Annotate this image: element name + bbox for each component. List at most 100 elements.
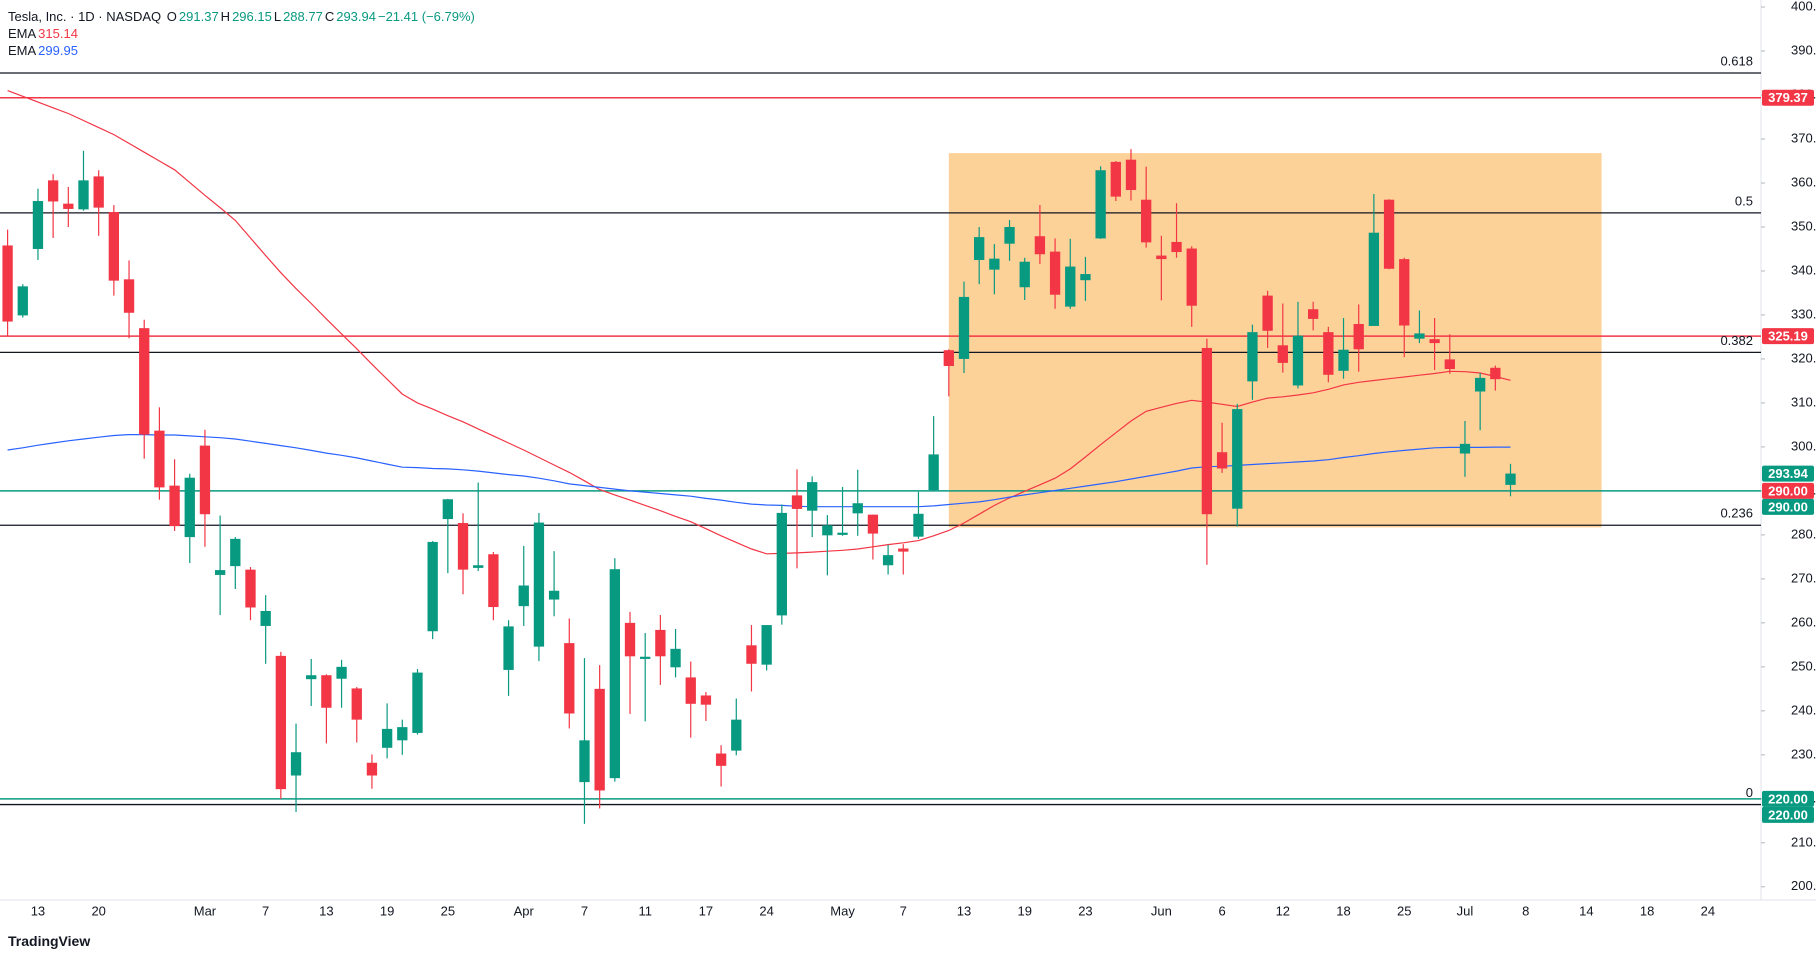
y-tick-label: 340.00 (1791, 262, 1816, 277)
y-tick-label: 310.00 (1791, 394, 1816, 409)
candle-body (2, 245, 13, 322)
y-tick-label: 250.00 (1791, 658, 1816, 673)
candle-body (169, 485, 180, 527)
candle-body (199, 445, 211, 515)
candle-body (1383, 199, 1395, 269)
candle-body (427, 541, 438, 632)
candle-body (640, 656, 651, 659)
range-box (948, 153, 1602, 528)
candle-body (655, 629, 666, 657)
x-tick-label: 7 (900, 903, 907, 918)
candle-body (715, 753, 727, 766)
symbol-title: Tesla, Inc. · 1D · NASDAQ (8, 9, 162, 24)
y-tick-label: 300.00 (1791, 438, 1816, 453)
candle-body (306, 675, 317, 680)
candle-body (503, 626, 514, 670)
candle-body (791, 495, 803, 509)
fib-label: 0 (1746, 785, 1753, 800)
candle-body (1414, 333, 1425, 339)
candle-body (351, 688, 362, 720)
ema-line (7, 434, 1511, 508)
candle-body (1262, 295, 1273, 331)
candle-body (1019, 261, 1030, 288)
ohlc-prefix: C (324, 9, 335, 24)
candle-body (1201, 347, 1213, 515)
candle-body (1049, 251, 1061, 295)
y-tick-label: 200.00 (1791, 878, 1816, 893)
candle-body (457, 523, 469, 570)
candle-body (397, 727, 408, 741)
candle-body (321, 675, 332, 708)
ohlc-prefix: O (166, 9, 177, 24)
ema-name: EMA (8, 26, 37, 41)
ohlc-value: 288.77 (283, 9, 323, 24)
x-tick-label: 7 (581, 903, 588, 918)
candle-body (928, 454, 939, 491)
y-tick-label: 360.00 (1791, 174, 1816, 189)
candle-body (609, 569, 620, 779)
candle-body (1399, 259, 1410, 326)
y-tick-label: 320.00 (1791, 350, 1816, 365)
x-tick-label: 25 (1397, 903, 1411, 918)
candle-body (290, 752, 302, 776)
price-badge-bg (1762, 498, 1814, 515)
candle-body (1080, 274, 1091, 281)
candle-body (1338, 349, 1349, 371)
candle-body (989, 258, 1000, 270)
candle-body (412, 672, 423, 733)
x-tick-label: 13 (31, 903, 45, 918)
candle-body (1186, 248, 1197, 306)
candle-body (1444, 359, 1455, 370)
x-tick-label: Mar (194, 903, 217, 918)
price-badge: 290.00 (1762, 498, 1814, 515)
x-tick-label: 8 (1522, 903, 1529, 918)
candle-body (731, 719, 742, 751)
ohlc-value: 293.94 (336, 9, 376, 24)
candle-body (548, 590, 560, 600)
x-tick-label: 18 (1336, 903, 1350, 918)
candle-body (442, 499, 454, 520)
candle-body (1490, 367, 1501, 380)
candle-body (700, 695, 712, 705)
candle-body (1034, 236, 1046, 255)
candle-body (1247, 332, 1258, 382)
y-tick-label: 260.00 (1791, 614, 1816, 629)
ema-line (7, 90, 1511, 555)
candle-body (898, 548, 909, 552)
candle-body (366, 762, 378, 776)
x-tick-label: 11 (638, 903, 652, 918)
x-tick-label: 19 (1017, 903, 1031, 918)
candle-body (822, 525, 833, 536)
candle-body (1232, 409, 1243, 509)
price-badge: 220.00 (1762, 806, 1814, 823)
x-tick-label: 24 (759, 903, 773, 918)
candle-body (1216, 452, 1228, 469)
candle-body (154, 430, 165, 488)
candle-body (807, 482, 818, 511)
x-tick-label: Jul (1457, 903, 1474, 918)
candle-body (488, 554, 499, 608)
candle-body (1141, 199, 1152, 243)
ema-value: 299.95 (38, 43, 78, 58)
candle-body (1459, 443, 1471, 454)
ema-row: EMA 299.95 (8, 42, 477, 59)
price-badge: 293.94 (1762, 465, 1814, 482)
candle-body (1505, 473, 1516, 485)
y-tick-label: 230.00 (1791, 746, 1816, 761)
candle-body (943, 350, 954, 366)
candle-body (1095, 170, 1106, 239)
candle-body (275, 655, 287, 790)
legend: Tesla, Inc. · 1D · NASDAQ O 291.37 H 296.15… (8, 8, 477, 59)
x-tick-label: Jun (1151, 903, 1172, 918)
y-tick-label: 330.00 (1791, 306, 1816, 321)
x-tick-label: May (830, 903, 855, 918)
price-badge-label: 379.37 (1768, 90, 1808, 105)
x-tick-label: 13 (319, 903, 333, 918)
candle-body (1353, 323, 1364, 350)
candle-body (685, 677, 696, 704)
price-badge-bg (1762, 806, 1814, 823)
candle-body (852, 503, 863, 514)
price-badge-label: 325.19 (1768, 329, 1808, 344)
